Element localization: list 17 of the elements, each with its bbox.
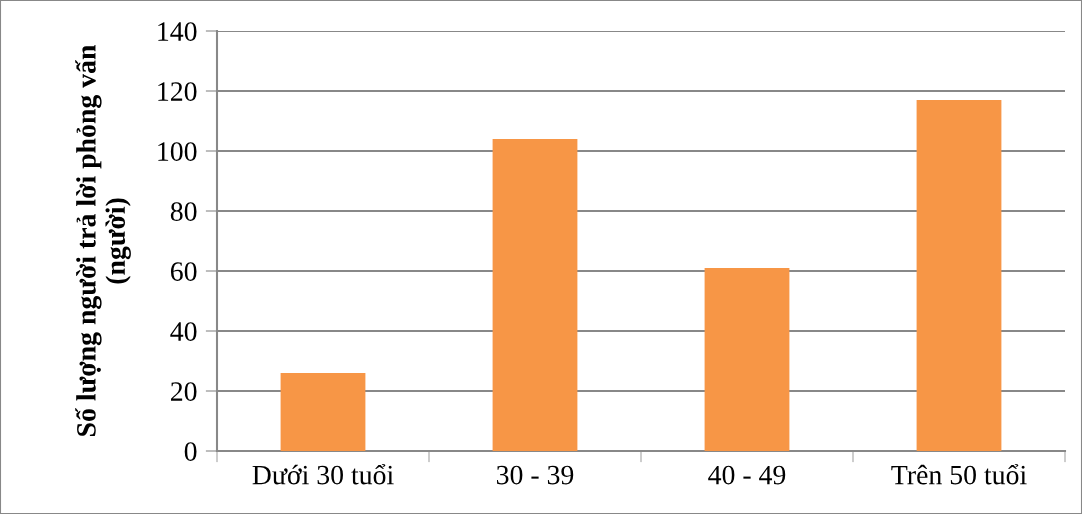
bar: [492, 139, 578, 451]
y-tick-label: 40: [170, 322, 197, 341]
y-axis-title: Số lượng người trả lời phỏng vấn (người): [75, 44, 131, 436]
x-tick-label: Trên 50 tuổi: [891, 464, 1027, 485]
y-tick-label: 20: [171, 382, 197, 401]
y-tick-label: 80: [170, 202, 197, 221]
y-tick-label: 60: [170, 262, 197, 281]
bar: [704, 268, 790, 451]
bar: [280, 373, 366, 451]
x-tick-label: Dưới 30 tuổi: [252, 464, 394, 485]
y-tick-label: 0: [184, 442, 197, 461]
y-tick-label: 120: [158, 82, 197, 101]
y-tick-label: 100: [158, 142, 197, 161]
bar: [916, 100, 1002, 451]
x-tick-label: 30 - 39: [496, 465, 574, 485]
y-tick-label: 140: [158, 22, 197, 41]
x-tick-label: 40 - 49: [708, 465, 786, 485]
